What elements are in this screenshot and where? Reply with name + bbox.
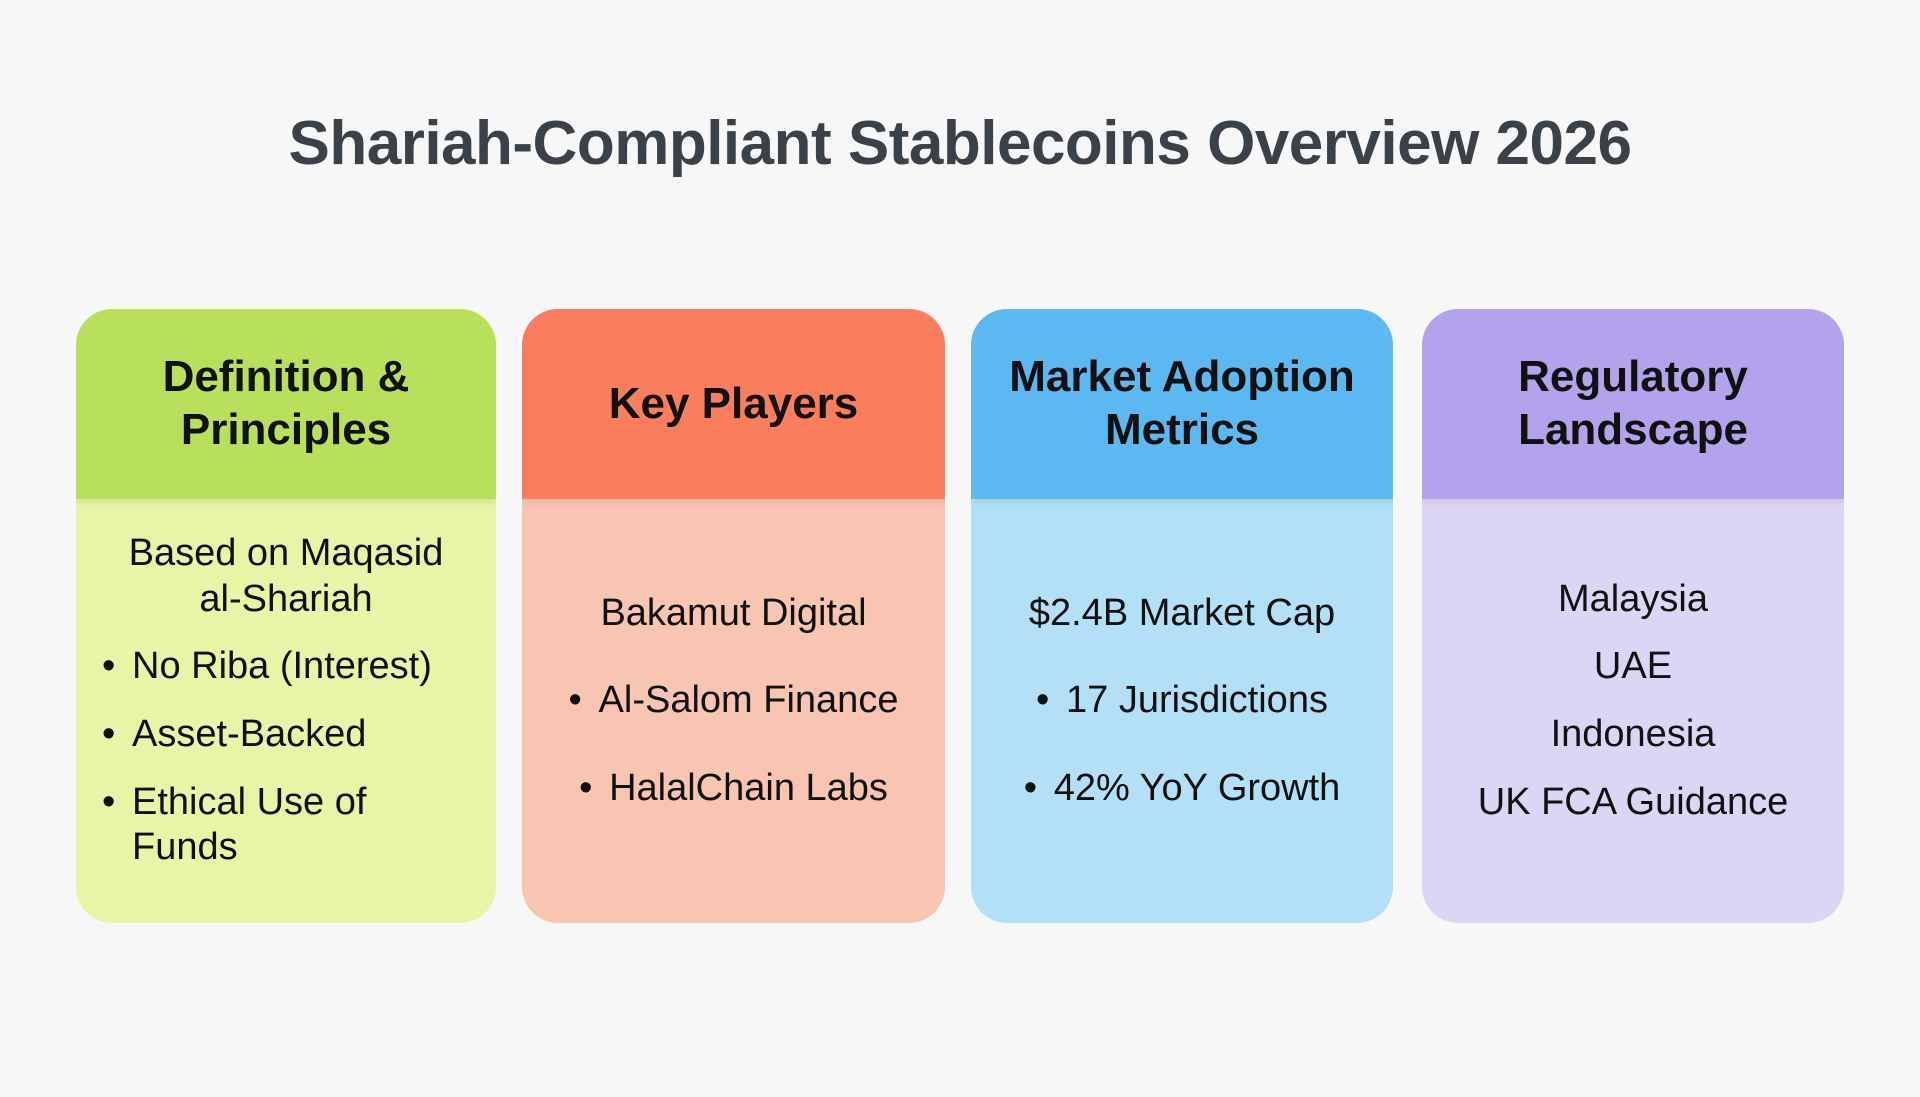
card: Definition & Principles Based on Maqasid… [76,309,496,923]
card: Key Players Bakamut Digital Al-Salom Fin… [522,309,945,923]
card: Market Adoption Metrics $2.4B Market Cap… [971,309,1393,923]
card-body: Malaysia UAE Indonesia UK FCA Guidance [1422,499,1844,923]
item: Bakamut Digital [600,591,867,634]
item: 42% YoY Growth [1024,766,1341,812]
item: UAE [1593,645,1673,688]
item: No Riba (Interest) [102,644,470,690]
item: $2.4B Market Cap [1028,591,1336,634]
item: Al-Salom Finance [569,678,899,724]
card-body: $2.4B Market Cap 17 Jurisdictions 42% Yo… [971,499,1393,923]
card-body: Based on Maqasid al-Shariah No Riba (Int… [76,499,496,923]
card-body: Bakamut Digital Al-Salom Finance HalalCh… [522,499,945,923]
card-title: Market Adoption Metrics [971,309,1393,499]
item: Ethical Use of Funds [102,780,470,871]
card-title: Regulatory Landscape [1422,309,1844,499]
card: Regulatory Landscape Malaysia UAE Indone… [1422,309,1844,923]
item: Malaysia [1558,577,1708,620]
item: Indonesia [1550,713,1716,755]
card-title: Key Players [522,309,945,499]
item: UK FCA Guidance [1477,780,1789,823]
item: Based on Maqasid al-Shariah [128,532,444,620]
item: Asset-Backed [102,712,470,758]
item: 17 Jurisdictions [1036,678,1328,724]
item: HalalChain Labs [579,766,888,812]
card-title: Definition & Principles [76,309,496,499]
title: Shariah-Compliant Stablecoins Overview 2… [288,109,1632,178]
